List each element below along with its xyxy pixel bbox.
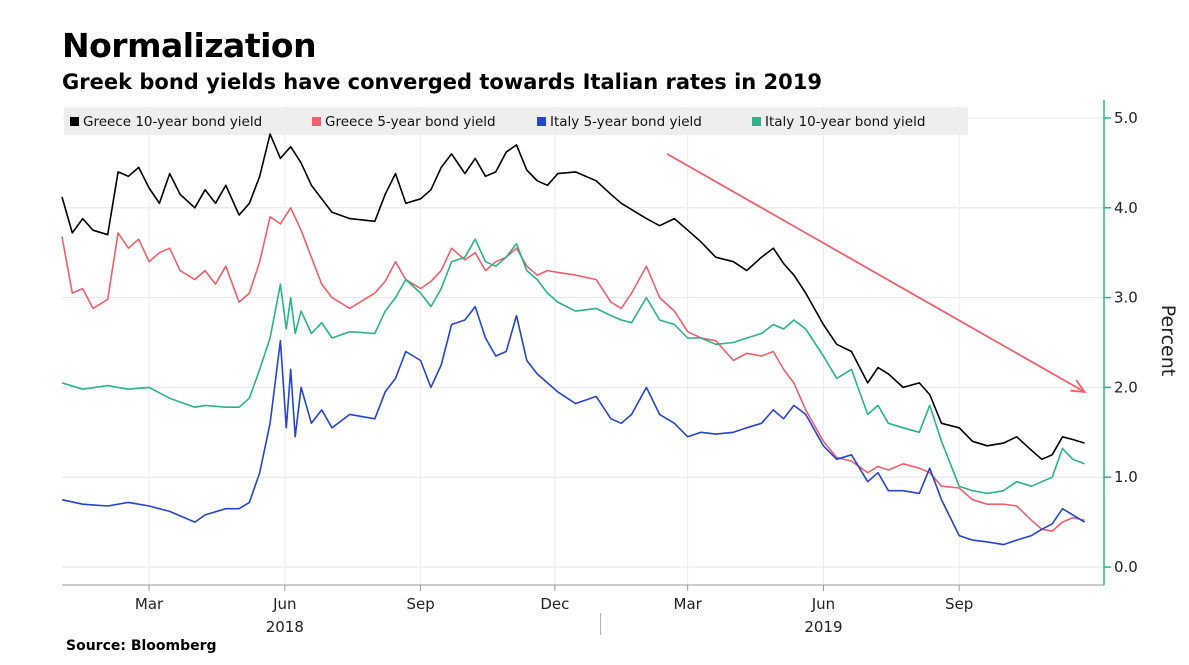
y-tick-label: 1.0 — [1114, 468, 1138, 486]
legend-label: Greece 10-year bond yield — [83, 114, 262, 130]
y-tick-label: 4.0 — [1114, 199, 1138, 217]
legend-swatch — [312, 117, 321, 126]
x-tick-label: Sep — [406, 595, 434, 613]
trend-arrow-line — [666, 153, 1086, 393]
series-line — [61, 207, 1085, 532]
y-tick-label: 0.0 — [1114, 558, 1138, 576]
axes: 0.0 1.0 2.0 3.0 4.0 5.0 Mar Jun Sep Dec Mar Jun Sep 2… — [62, 100, 1179, 636]
year-label: 2019 — [804, 618, 842, 636]
year-label: 2018 — [266, 618, 304, 636]
series-line — [61, 133, 1085, 461]
y-tick-label: 2.0 — [1114, 378, 1138, 396]
source-note: Source: Bloomberg — [66, 638, 217, 654]
x-tick-label: Dec — [540, 595, 569, 613]
chart-title: Normalization — [62, 26, 317, 65]
chart-subtitle: Greek bond yields have converged towards… — [62, 70, 822, 94]
x-tick-label: Mar — [135, 595, 164, 613]
x-tick-label: Sep — [945, 595, 973, 613]
series-lines — [61, 133, 1086, 546]
series-line — [61, 238, 1085, 495]
y-tick-label: 5.0 — [1114, 109, 1138, 127]
x-tick-label: Jun — [811, 595, 835, 613]
legend-label: Italy 10-year bond yield — [765, 114, 925, 130]
legend: Greece 10-year bond yield Greece 5-year b… — [64, 107, 968, 135]
x-tick-label: Jun — [272, 595, 296, 613]
legend-label: Greece 5-year bond yield — [325, 114, 496, 130]
legend-background — [64, 107, 968, 135]
legend-swatch — [752, 117, 761, 126]
legend-swatch — [70, 117, 79, 126]
series-line — [61, 305, 1086, 546]
x-tick-label: Mar — [674, 595, 703, 613]
trend-arrow-head — [1070, 379, 1087, 393]
trend-arrow-annotation — [666, 153, 1087, 393]
legend-label: Italy 5-year bond yield — [550, 114, 702, 130]
legend-swatch — [537, 117, 546, 126]
y-tick-label: 3.0 — [1114, 289, 1138, 307]
y-axis-label: Percent — [1157, 305, 1179, 377]
